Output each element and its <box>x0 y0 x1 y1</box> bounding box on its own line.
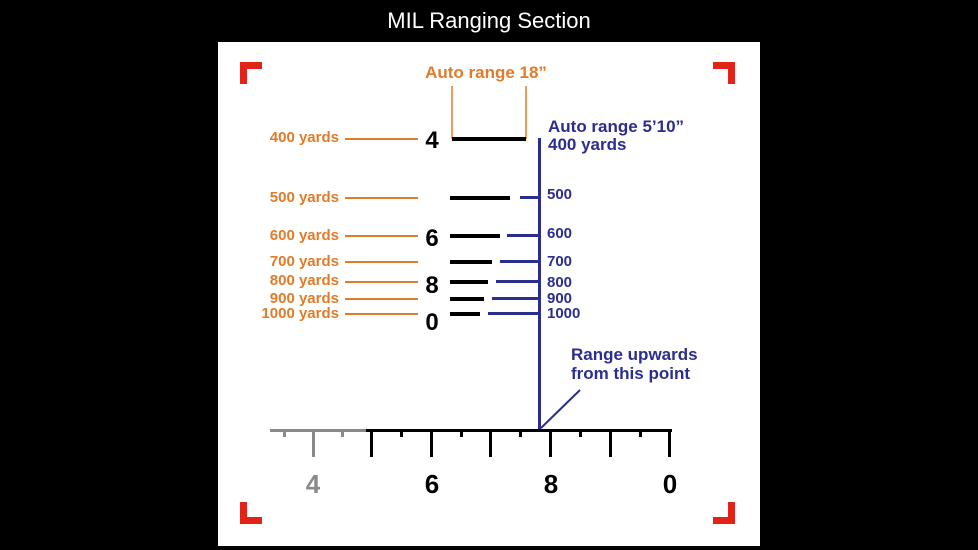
title-bar: MIL Ranging Section <box>218 0 760 42</box>
letterbox-left <box>0 0 50 550</box>
image-panel: MIL Ranging Section <box>50 0 928 550</box>
letterbox-right <box>928 0 978 550</box>
page-title: MIL Ranging Section <box>387 8 591 33</box>
